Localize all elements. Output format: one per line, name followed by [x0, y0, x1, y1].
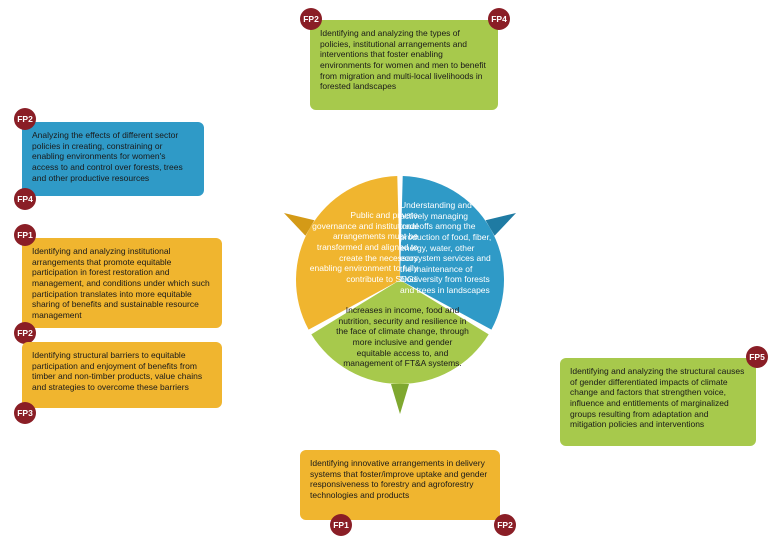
sector-label-income: Increases in income, food and nutrition,…	[335, 305, 470, 369]
callout-left-upper: Analyzing the effects of different secto…	[22, 122, 204, 196]
callout-left-mid: Identifying and analyzing institutional …	[22, 238, 222, 328]
badge-left-mid-fp2: FP2	[14, 322, 36, 344]
callout-left-lower: Identifying structural barriers to equit…	[22, 342, 222, 408]
badge-left-lower-fp3: FP3	[14, 402, 36, 424]
badge-bottom-fp2: FP2	[494, 514, 516, 536]
badge-top-fp4: FP4	[488, 8, 510, 30]
badge-left-upper-fp2: FP2	[14, 108, 36, 130]
badge-top-fp2: FP2	[300, 8, 322, 30]
badge-right-fp5: FP5	[746, 346, 768, 368]
callout-bottom: Identifying innovative arrangements in d…	[300, 450, 500, 520]
callout-right: Identifying and analyzing the structural…	[560, 358, 756, 446]
callout-top: Identifying and analyzing the types of p…	[310, 20, 498, 110]
sector-label-tradeoffs: Understanding and actively managing trad…	[400, 200, 500, 296]
badge-bottom-fp1: FP1	[330, 514, 352, 536]
badge-left-upper-fp4: FP4	[14, 188, 36, 210]
pie-arrow-tradeoffs	[391, 384, 409, 414]
badge-left-mid-fp1: FP1	[14, 224, 36, 246]
diagram-stage: Public and private governance and instit…	[0, 0, 768, 550]
